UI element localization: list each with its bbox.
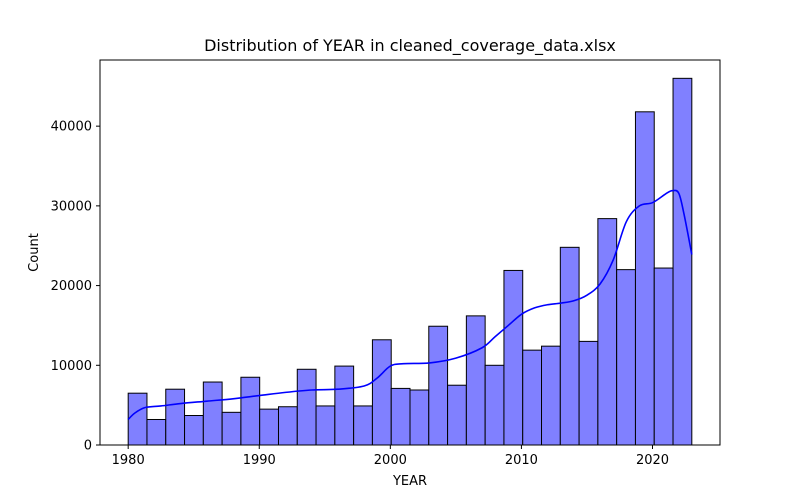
histogram-bar: [315, 405, 336, 446]
histogram-bar: [334, 365, 355, 446]
x-axis: 1980 1990 2000 2010 2020: [112, 445, 669, 468]
histogram-bar: [653, 267, 674, 446]
histogram-bar: [259, 408, 279, 446]
x-tick-label: 2020: [636, 453, 669, 468]
histogram-bar: [597, 218, 618, 446]
histogram-bar: [578, 340, 599, 446]
histogram-bar: [409, 389, 430, 446]
histogram-bar: [428, 325, 449, 446]
y-tick-label: 30000: [51, 199, 92, 214]
y-tick-label: 10000: [51, 359, 92, 374]
kde-line: [127, 189, 693, 421]
x-tick-label: 1990: [243, 453, 276, 468]
histogram-bar: [184, 415, 204, 446]
histogram-bar: [353, 405, 373, 446]
histogram-bar: [541, 345, 561, 446]
y-tick-label: 40000: [51, 120, 92, 135]
histogram-bar: [465, 315, 486, 446]
y-axis-label: Count: [27, 233, 42, 272]
histogram-bar: [634, 111, 655, 446]
y-axis: 0 10000 20000 30000 40000: [51, 120, 100, 454]
histogram-bar: [240, 376, 261, 446]
histogram-bar: [221, 411, 242, 446]
histogram-bar: [202, 381, 223, 446]
histogram-bar: [672, 77, 693, 446]
kde-group: [127, 189, 693, 421]
x-tick-label: 1980: [112, 453, 145, 468]
chart-title: Distribution of YEAR in cleaned_coverage…: [204, 36, 616, 56]
plot-frame: [99, 59, 721, 446]
y-tick-label: 20000: [51, 279, 92, 294]
histogram-bar: [390, 387, 411, 446]
histogram-bar: [127, 392, 148, 446]
histogram-bar: [559, 246, 580, 446]
histogram-bar: [447, 384, 467, 446]
histogram-bar: [522, 349, 543, 446]
x-tick-label: 2000: [374, 453, 407, 468]
bars-group: [127, 77, 693, 446]
histogram-bar: [371, 339, 392, 446]
x-tick-label: 2010: [505, 453, 538, 468]
histogram-bar: [277, 406, 298, 446]
histogram-bar: [296, 368, 317, 446]
histogram-bar: [165, 388, 186, 446]
histogram-bar: [484, 364, 505, 446]
histogram-bar: [616, 269, 636, 446]
x-axis-label: YEAR: [392, 474, 427, 489]
y-tick-label: 0: [84, 439, 92, 454]
histogram-bar: [146, 418, 167, 446]
histogram-bar: [503, 269, 524, 446]
